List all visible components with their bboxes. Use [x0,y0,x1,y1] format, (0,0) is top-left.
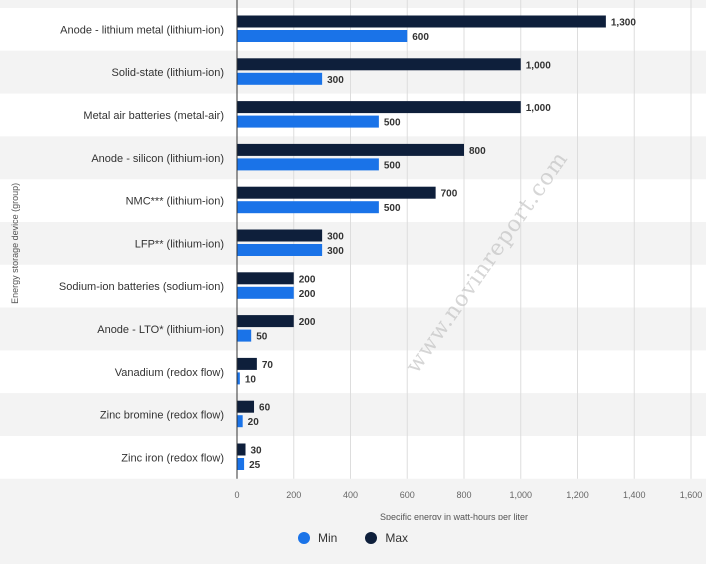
bar-max [237,229,323,242]
bar-max [237,272,294,285]
bar-min [237,286,294,299]
value-label-max: 300 [327,232,344,243]
x-tick-label: 400 [343,490,358,500]
row-band [0,436,706,479]
x-tick-label: 1,000 [509,490,532,500]
category-label: Zinc bromine (redox flow) [100,410,224,422]
bar-max [237,400,255,413]
value-label-max: 700 [441,189,458,200]
category-label: Anode - silicon (lithium-ion) [91,153,224,165]
value-label-max: 1,300 [611,18,636,29]
category-label: LFP** (lithium-ion) [135,238,224,250]
bars: 1,300 600 1,000 300 1,000 500 800 500 700 500 300 3… [237,15,636,471]
value-label-max: 800 [469,146,486,157]
legend-item-max[interactable]: Max [365,531,408,545]
value-label-min: 200 [299,289,316,300]
x-axis-title: Specific energy in watt-hours per liter [380,512,528,520]
value-label-min: 500 [384,118,401,129]
value-label-min: 500 [384,160,401,171]
value-label-max: 60 [259,403,271,414]
bar-min [237,30,408,42]
value-label-max: 1,000 [526,60,551,71]
bar-max [237,101,521,114]
row-band [0,307,706,351]
x-tick-label: 200 [286,490,301,500]
row-band [0,50,706,94]
x-tick-labels: 0 200 400 600 800 1,000 1,200 1,400 1,600 [234,490,702,500]
value-label-max: 200 [299,317,316,328]
bar-max [237,315,294,328]
category-label: Zinc iron (redox flow) [121,452,224,464]
row-band [0,264,706,308]
x-tick-label: 800 [456,490,471,500]
bar-min [237,372,240,385]
legend: Min Max [0,531,706,545]
row-band [0,222,706,265]
x-tick-label: 0 [234,490,239,500]
row-band [0,393,706,436]
row-bands [0,8,706,479]
bar-min [237,72,323,85]
row-band [0,136,706,180]
x-tick-label: 600 [400,490,415,500]
row-band [0,8,706,51]
category-label: Anode - LTO* (lithium-ion) [97,324,224,336]
bar-min [237,244,323,256]
value-label-min: 25 [249,460,261,471]
category-label: Vanadium (redox flow) [115,367,224,379]
bar-chart: 1,3006001,0003001,0005008005007005003003… [0,0,706,520]
bar-max [237,143,464,156]
bar-min [237,329,252,342]
bar-min [237,415,243,428]
x-tick-label: 1,600 [680,490,703,500]
row-band [0,179,706,222]
legend-marker-max [365,532,378,544]
category-label: Anode - lithium metal (lithium-ion) [60,24,224,36]
value-label-max: 70 [262,360,274,371]
bar-min [237,201,379,214]
legend-item-min[interactable]: Min [297,531,338,545]
x-tick-label: 1,400 [623,490,646,500]
bar-max [237,186,436,199]
value-label-min: 600 [412,32,429,43]
value-label-min: 50 [256,332,268,343]
legend-label-max: Max [385,531,408,545]
value-label-min: 300 [327,246,344,257]
bar-max [237,15,606,28]
bar-max [237,357,257,370]
value-label-min: 20 [248,417,260,428]
category-label: Metal air batteries (metal-air) [83,110,224,122]
bar-min [237,158,379,171]
row-band [0,93,706,137]
bar-max [237,58,521,71]
value-label-min: 10 [245,374,257,385]
category-label: Solid-state (lithium-ion) [112,67,224,79]
row-band [0,350,706,394]
y-axis-title: Energy storage device (group) [10,183,20,304]
bar-min [237,115,379,128]
bar-max [237,443,246,456]
value-label-min: 500 [384,203,401,214]
category-labels: Anode - lithium metal (lithium-ion) Solid… [59,24,224,464]
category-label: NMC*** (lithium-ion) [126,196,224,208]
category-label: Sodium-ion batteries (sodium-ion) [59,281,224,293]
legend-marker-min [297,532,310,544]
value-label-max: 1,000 [526,103,551,114]
x-tick-label: 1,200 [566,490,589,500]
legend-label-min: Min [317,531,338,545]
value-label-max: 200 [299,274,316,285]
value-label-max: 30 [251,446,263,457]
value-label-min: 300 [327,75,344,86]
bar-min [237,458,245,470]
